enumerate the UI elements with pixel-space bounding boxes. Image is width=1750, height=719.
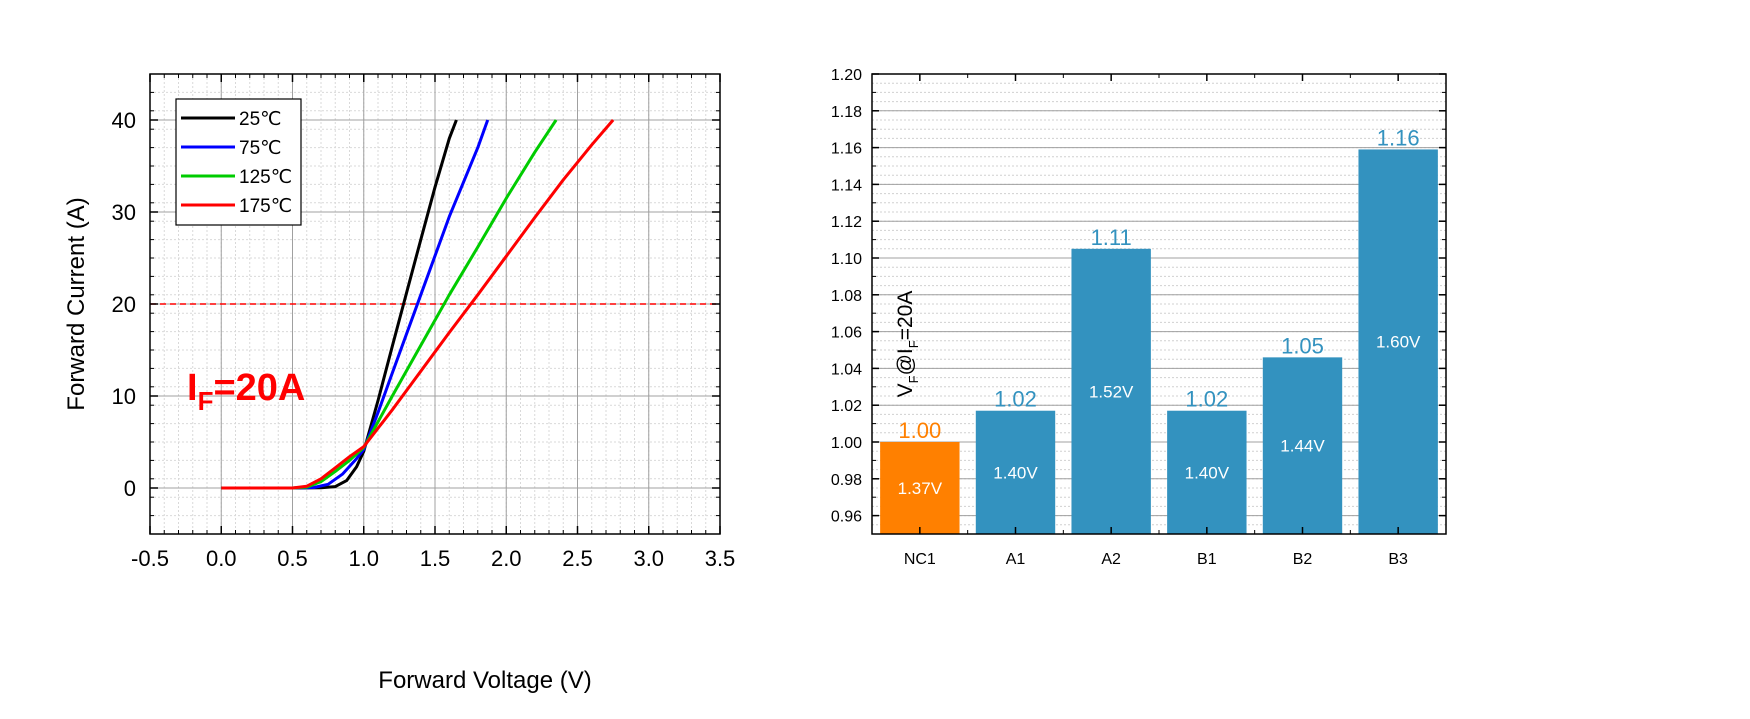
x-category-label: B1 xyxy=(1197,551,1217,568)
bar-value-label: 1.02 xyxy=(994,387,1037,412)
y-tick-label: 1.04 xyxy=(831,361,862,378)
annotation-prefix: I xyxy=(187,367,198,409)
y-tick-label: 10 xyxy=(112,384,136,409)
bar-value-label: 1.00 xyxy=(898,418,941,443)
bar xyxy=(975,410,1056,534)
y-tick-label: 1.10 xyxy=(831,251,862,268)
x-tick-label: 0.5 xyxy=(277,546,308,571)
y-tick-label: 1.12 xyxy=(831,214,862,231)
bar-value-label: 1.05 xyxy=(1281,333,1324,358)
y-tick-label: 30 xyxy=(112,200,136,225)
y-tick-label: 0 xyxy=(124,476,136,501)
legend-label: 125℃ xyxy=(239,167,292,188)
right-ticks: 0.96 0.98 1.00 1.02 1.04 1.06 1.08 1.10 1.12 1.14… xyxy=(831,67,1447,568)
legend-label: 75℃ xyxy=(239,138,281,159)
y-tick-label: 1.00 xyxy=(831,435,862,452)
right-y-axis-label: VF@IF=20A xyxy=(894,291,921,398)
ylabel-sub1: F xyxy=(906,375,921,383)
y-tick-label: 1.16 xyxy=(831,141,862,158)
y-tick-label: 1.08 xyxy=(831,288,862,305)
legend-label: 25℃ xyxy=(239,109,281,130)
y-tick-label: 1.02 xyxy=(831,398,862,415)
ylabel-prefix: V xyxy=(894,383,917,397)
x-category-label: A1 xyxy=(1006,551,1026,568)
y-tick-label: 0.96 xyxy=(831,509,862,526)
series-line xyxy=(221,119,615,490)
bar-inner-label: 1.60V xyxy=(1376,333,1421,352)
x-tick-label: 1.5 xyxy=(420,546,451,571)
if-20a-annotation: IF=20A xyxy=(187,367,305,416)
bar-inner-label: 1.40V xyxy=(993,463,1038,482)
bar xyxy=(880,442,960,534)
ylabel-mid: @I xyxy=(894,348,917,375)
ylabel-suffix: =20A xyxy=(894,291,917,341)
right-grid xyxy=(872,73,1446,535)
left-ticks: -0.5 0.0 0.5 1.0 1.5 2.0 2.5 3.0 3.5 0 10 20 30 40 xyxy=(112,73,736,571)
iv-curve-chart: -0.5 0.0 0.5 1.0 1.5 2.0 2.5 3.0 3.5 0 10 20 30 40 Fo… xyxy=(63,73,736,694)
y-tick-label: 1.18 xyxy=(831,104,862,121)
vf-bar-chart: 1.00 1.37V 1.02 1.40V 1.11 1.52V 1.02 1.40V 1.05… xyxy=(831,67,1447,568)
bar xyxy=(1167,410,1247,534)
left-y-axis-label: Forward Current (A) xyxy=(63,197,90,410)
bar-inner-label: 1.44V xyxy=(1280,437,1325,456)
x-tick-label: 2.5 xyxy=(562,546,593,571)
y-tick-label: 40 xyxy=(112,108,136,133)
right-bars: 1.00 1.37V 1.02 1.40V 1.11 1.52V 1.02 1.40V 1.05… xyxy=(880,125,1438,535)
x-category-label: A2 xyxy=(1101,551,1121,568)
x-tick-label: 0.0 xyxy=(206,546,237,571)
annotation-suffix: =20A xyxy=(213,367,305,409)
left-legend: 25℃ 75℃ 125℃ 175℃ xyxy=(175,98,302,226)
x-tick-label: 3.5 xyxy=(705,546,736,571)
ylabel-sub2: F xyxy=(906,340,921,348)
bar-value-label: 1.02 xyxy=(1185,387,1228,412)
x-category-label: B3 xyxy=(1388,551,1408,568)
legend-label: 175℃ xyxy=(239,196,292,217)
x-tick-label: 3.0 xyxy=(633,546,664,571)
series-line xyxy=(221,119,458,490)
bar-value-label: 1.16 xyxy=(1377,125,1420,150)
left-x-axis-label: Forward Voltage (V) xyxy=(378,667,591,694)
x-category-label: B2 xyxy=(1293,551,1313,568)
y-tick-label: 20 xyxy=(112,292,136,317)
annotation-subscript: F xyxy=(198,386,214,416)
bar-value-label: 1.11 xyxy=(1091,225,1132,250)
y-tick-label: 1.20 xyxy=(831,67,862,84)
y-tick-label: 0.98 xyxy=(831,472,862,489)
x-tick-label: 2.0 xyxy=(491,546,522,571)
left-series-lines xyxy=(221,119,615,490)
y-tick-label: 1.14 xyxy=(831,177,862,194)
x-tick-label: -0.5 xyxy=(131,546,169,571)
y-tick-label: 1.06 xyxy=(831,325,862,342)
bar xyxy=(1071,248,1151,535)
bar-inner-label: 1.37V xyxy=(898,479,943,498)
bar-inner-label: 1.52V xyxy=(1089,382,1134,401)
x-tick-label: 1.0 xyxy=(348,546,379,571)
bar-inner-label: 1.40V xyxy=(1185,463,1230,482)
x-category-label: NC1 xyxy=(904,551,936,568)
bar xyxy=(1262,357,1343,534)
bar xyxy=(1358,149,1438,534)
